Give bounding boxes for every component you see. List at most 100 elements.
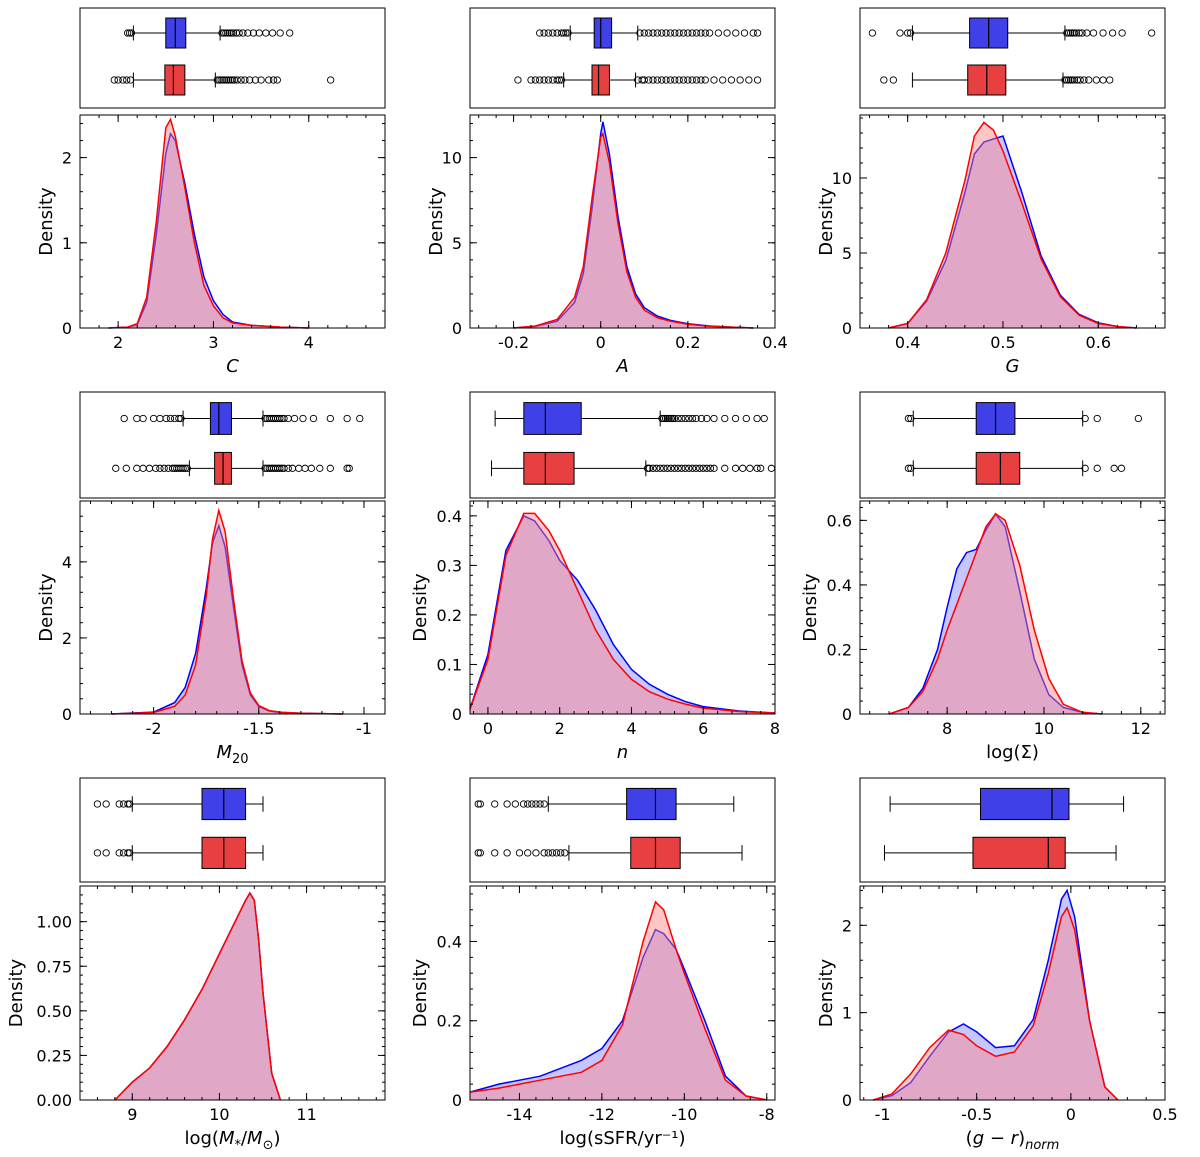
blue-outlier	[540, 29, 548, 37]
blue-outlier	[684, 29, 692, 37]
red-outlier	[688, 464, 697, 472]
blue-outlier	[125, 29, 134, 37]
red-density-area	[114, 893, 281, 1100]
blue-outlier	[326, 414, 334, 423]
blue-outlier	[904, 414, 913, 423]
red-outlier	[719, 76, 727, 84]
red-outlier	[327, 76, 335, 84]
red-outlier	[685, 464, 693, 472]
blue-outlier	[692, 414, 700, 423]
chart-panel-2: -0.2 0 0.2 0.4 0 5 10 Density A	[426, 7, 788, 377]
red-outlier	[181, 464, 189, 472]
blue-outlier	[284, 414, 292, 423]
chart-panel-7: 9 10 11 0.00 0.25 0.50 0.75 1.00 Density log(M*/M…	[6, 777, 386, 1153]
red-density-area	[470, 901, 767, 1100]
blue-outlier	[1078, 29, 1086, 37]
red-outlier	[692, 76, 701, 84]
blue-outlier	[286, 29, 294, 37]
y-tick-label: 0	[452, 705, 462, 724]
red-outlier	[145, 464, 154, 472]
y-axis-label: Density	[410, 573, 431, 642]
blue-outlier	[1083, 29, 1091, 37]
blue-density-area	[114, 893, 281, 1100]
x-axis-label: n	[617, 742, 628, 763]
red-outlier	[221, 76, 229, 84]
blue-outlier	[1099, 29, 1107, 37]
x-tick-label: 2	[113, 333, 123, 352]
y-tick-label: 4	[62, 553, 72, 572]
red-outlier	[653, 76, 662, 84]
red-outlier	[307, 464, 316, 472]
blue-density-area	[470, 515, 775, 714]
y-tick-label: 0	[452, 319, 462, 338]
blue-density-area	[470, 929, 767, 1100]
x-tick-label: 12	[1131, 719, 1151, 738]
red-outlier	[679, 76, 688, 84]
x-tick-label: 4	[304, 333, 314, 352]
red-outlier	[666, 76, 675, 84]
blue-outlier	[701, 29, 709, 37]
red-outlier	[889, 76, 898, 84]
red-outlier	[251, 76, 260, 84]
x-tick-label: 10	[209, 1105, 229, 1124]
x-axis-label: log(sSFR/yr⁻¹)	[560, 1128, 686, 1149]
red-outlier	[237, 76, 245, 84]
red-outlier	[670, 464, 679, 472]
blue-outlier	[93, 800, 102, 808]
blue-outlier	[674, 414, 682, 423]
y-tick-label: 10	[442, 149, 462, 168]
y-tick-label: 0.2	[827, 640, 852, 659]
blue-outlier	[276, 414, 284, 423]
blue-outlier	[681, 414, 689, 423]
blue-outlier	[1066, 29, 1075, 37]
density-axes-frame	[469, 114, 776, 329]
blue-outlier	[102, 800, 110, 808]
red-outlier	[731, 464, 740, 472]
blue-outlier	[705, 29, 714, 37]
chart-panel-4: -2 -1.5 -1 0 2 4 Density M20	[36, 391, 386, 767]
red-density-area	[513, 133, 754, 328]
red-outlier	[246, 76, 254, 84]
x-tick-label: -1.5	[243, 719, 274, 738]
x-axis-label: log(M*/M⊙)	[184, 1128, 280, 1153]
blue-outlier	[1108, 29, 1117, 37]
y-axis-label: Density	[816, 187, 837, 256]
blue-outlier	[299, 414, 307, 423]
blue-box	[209, 402, 232, 435]
blue-outlier	[662, 29, 670, 37]
red-outlier	[133, 464, 141, 472]
red-outlier	[710, 76, 718, 84]
red-outlier	[667, 464, 675, 472]
blue-outlier	[644, 29, 653, 37]
y-tick-label: 10	[832, 169, 852, 188]
red-outlier	[675, 76, 683, 84]
red-outlier	[640, 76, 648, 84]
blue-outlier	[749, 29, 757, 37]
red-density-line	[108, 117, 309, 329]
red-outlier	[491, 849, 499, 857]
red-outlier	[706, 464, 715, 472]
blue-outlier	[703, 414, 711, 423]
red-density-area	[108, 119, 309, 328]
blue-outlier	[904, 29, 912, 37]
blue-outlier	[536, 800, 544, 808]
red-outlier	[703, 464, 711, 472]
red-outlier	[215, 76, 223, 84]
blue-outlier	[636, 29, 644, 37]
red-outlier	[553, 76, 561, 84]
red-outlier	[561, 849, 569, 857]
y-tick-label: 0.3	[437, 556, 462, 575]
red-outlier	[907, 464, 915, 472]
red-outlier	[746, 464, 754, 472]
red-outlier	[152, 464, 160, 472]
red-density-line	[469, 512, 776, 714]
y-tick-label: 2	[62, 629, 72, 648]
blue-outlier	[175, 414, 183, 423]
density-axes-frame	[469, 500, 776, 715]
blue-box	[523, 402, 582, 435]
x-tick-label: 0.5	[990, 333, 1015, 352]
blue-box	[593, 17, 613, 49]
blue-outlier	[906, 29, 915, 37]
red-outlier	[684, 76, 692, 84]
blue-outlier	[162, 414, 170, 423]
